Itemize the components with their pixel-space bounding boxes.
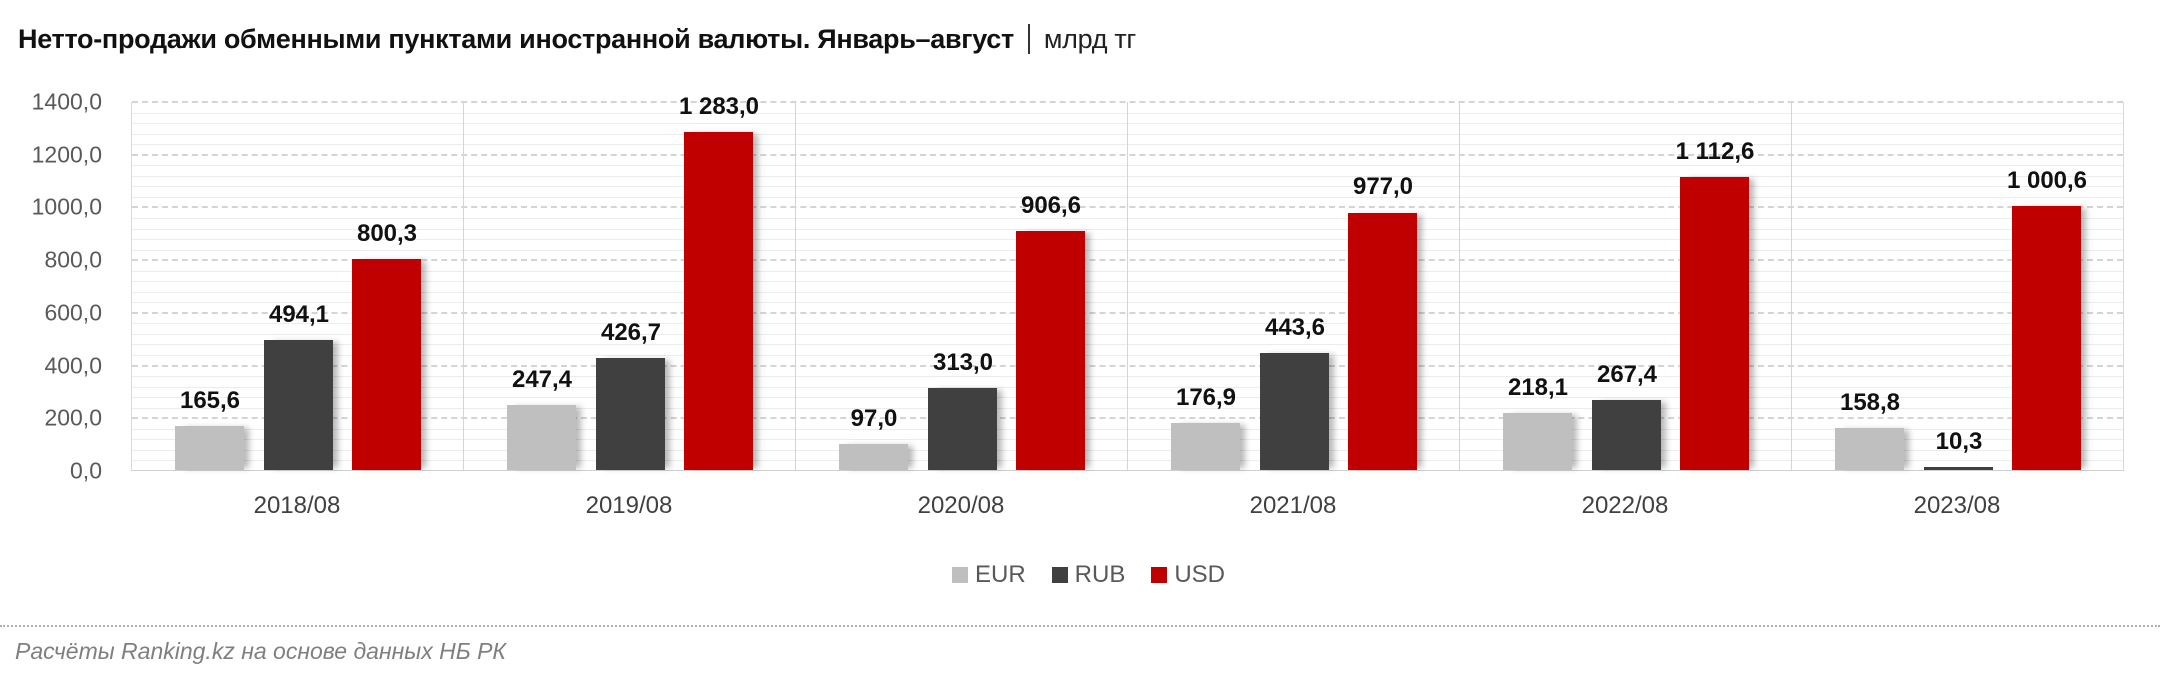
title-separator (1027, 24, 1030, 54)
chart-title-main: Нетто-продажи обменными пунктами иностра… (18, 24, 1014, 54)
data-label: 1 000,6 (2006, 167, 2088, 195)
data-label: 443,6 (1264, 314, 1326, 342)
bar-usd (1348, 212, 1417, 470)
bar-usd (352, 259, 421, 470)
bar-usd (1016, 231, 1085, 470)
bar-rub (928, 387, 997, 470)
bar-eur (507, 404, 576, 470)
bar-eur (1835, 428, 1904, 470)
plot-area: 165,6 494,1 800,3 247,4 426,7 1 283,0 97,0 313,… (131, 93, 2124, 471)
data-label: 267,4 (1596, 360, 1658, 388)
category-divider (1127, 102, 1128, 470)
chart-unit: млрд тг (1043, 24, 1136, 54)
data-label: 1 283,0 (678, 92, 760, 120)
legend-label: EUR (975, 561, 1026, 588)
bar-eur (1171, 423, 1240, 470)
category-divider (463, 102, 464, 470)
data-label: 176,9 (1175, 384, 1237, 412)
category-divider (1459, 102, 1460, 470)
y-tick-label: 200,0 (44, 404, 102, 431)
x-tick-label: 2023/08 (1913, 492, 2001, 519)
bar-eur (839, 444, 908, 470)
y-tick-label: 600,0 (44, 299, 102, 326)
legend-swatch-icon (1151, 567, 1168, 583)
x-tick-label: 2019/08 (585, 492, 673, 519)
bar-usd (2012, 206, 2081, 470)
legend-label: RUB (1074, 561, 1126, 588)
legend-swatch-icon (1051, 567, 1068, 583)
data-label: 426,7 (600, 318, 662, 346)
data-label: 247,4 (511, 365, 573, 393)
data-label: 218,1 (1507, 373, 1569, 401)
data-label: 165,6 (179, 387, 241, 415)
source-note: Расчёты Ranking.kz на основе данных НБ Р… (15, 638, 506, 664)
x-tick-label: 2020/08 (917, 492, 1005, 519)
y-tick-label: 400,0 (44, 352, 102, 379)
data-label: 977,0 (1352, 173, 1414, 201)
data-label: 158,8 (1839, 389, 1901, 417)
category-divider (795, 102, 796, 470)
y-tick-label: 800,0 (44, 246, 102, 273)
legend-item-eur: EUR (952, 561, 1026, 589)
bar-rub (264, 339, 333, 470)
y-tick-label: 1400,0 (31, 88, 102, 115)
bar-rub (596, 357, 665, 470)
bar-rub (1592, 399, 1661, 470)
x-tick-label: 2022/08 (1581, 492, 1669, 519)
footer-divider (0, 625, 2160, 627)
y-tick-label: 0,0 (70, 457, 102, 484)
bar-usd (1680, 176, 1749, 470)
data-label: 800,3 (356, 220, 418, 248)
bar-eur (1503, 412, 1572, 470)
x-tick-label: 2018/08 (253, 492, 341, 519)
legend-item-rub: RUB (1051, 561, 1126, 589)
data-label: 906,6 (1020, 192, 1082, 220)
data-label: 494,1 (268, 300, 330, 328)
x-tick-label: 2021/08 (1249, 492, 1337, 519)
legend-swatch-icon (952, 567, 968, 583)
y-tick-label: 1200,0 (31, 141, 102, 168)
data-label: 313,0 (932, 348, 994, 376)
bar-usd (684, 131, 753, 470)
legend-label: USD (1174, 561, 1226, 588)
data-label: 97,0 (850, 405, 898, 433)
bar-eur (175, 426, 244, 470)
data-label: 10,3 (1935, 428, 1983, 456)
data-label: 1 112,6 (1675, 137, 1755, 165)
bar-rub (1260, 353, 1329, 470)
legend: EUR RUB USD (952, 561, 1251, 589)
bar-rub (1924, 467, 1993, 470)
category-divider (1791, 102, 1792, 470)
chart-title: Нетто-продажи обменными пунктами иностра… (18, 24, 1136, 55)
legend-item-usd: USD (1151, 561, 1225, 589)
y-tick-label: 1000,0 (31, 193, 102, 220)
